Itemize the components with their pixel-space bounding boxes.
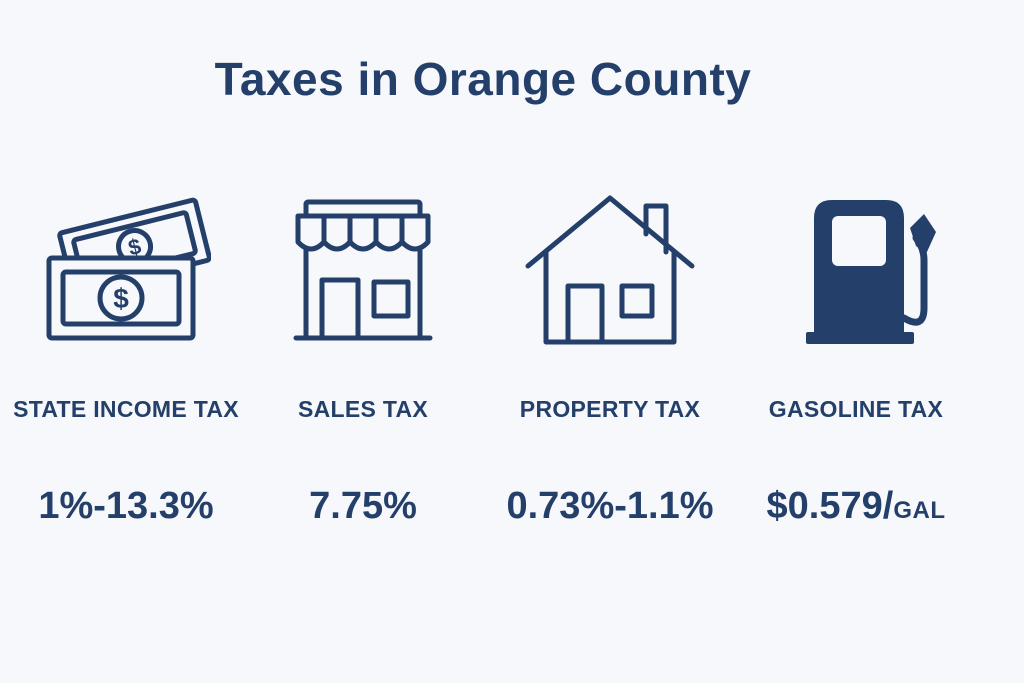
page-title: Taxes in Orange County	[214, 53, 752, 105]
tax-item-property: PROPERTY TAX 0.73%-1.1%	[490, 190, 730, 550]
tax-item-sales: SALES TAX 7.75%	[243, 190, 483, 550]
tax-item-gasoline: GASOLINE TAX $0.579/GAL	[736, 190, 976, 550]
tax-item-state-income: $ $ STATE INCOME TAX 1%-13.3%	[6, 190, 246, 550]
tax-value-amount: 1%-13.3%	[38, 485, 214, 527]
money-bills-icon: $ $	[6, 190, 246, 350]
tax-label: STATE INCOME TAX	[13, 396, 239, 422]
tax-value: $0.579/GAL	[736, 485, 976, 528]
tax-value: 0.73%-1.1%	[490, 485, 730, 528]
house-icon	[490, 190, 730, 350]
tax-label: GASOLINE TAX	[768, 396, 944, 422]
tax-value: 1%-13.3%	[6, 485, 246, 528]
tax-value-unit: GAL	[893, 497, 946, 524]
tax-value-amount: 7.75%	[309, 485, 417, 527]
tax-label: SALES TAX	[297, 396, 429, 422]
tax-label: PROPERTY TAX	[519, 396, 701, 422]
tax-value: 7.75%	[243, 485, 483, 528]
storefront-icon	[243, 190, 483, 350]
svg-text:$: $	[126, 233, 144, 260]
svg-text:$: $	[113, 283, 129, 314]
tax-value-amount: $0.579/	[766, 485, 894, 527]
gas-pump-icon	[736, 190, 976, 350]
tax-value-amount: 0.73%-1.1%	[506, 485, 714, 527]
